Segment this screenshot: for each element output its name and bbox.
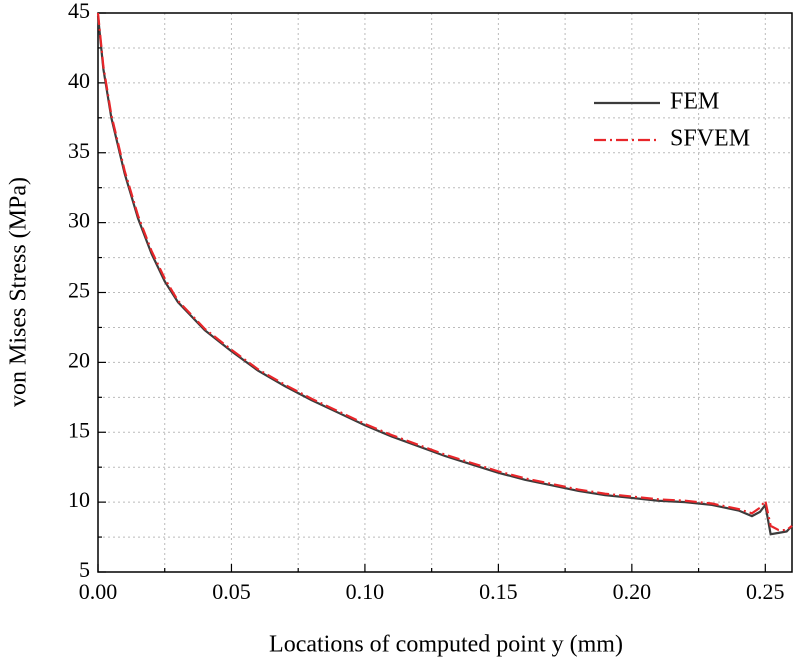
x-axis-label: Locations of computed point y (mm) (269, 632, 623, 658)
data-line (96, 15, 793, 536)
x-tick-label: 0.10 (346, 579, 385, 604)
x-tick-label: 0.25 (746, 579, 785, 604)
x-tick-label: 0.05 (212, 579, 251, 604)
y-tick-label: 5 (79, 557, 90, 582)
y-tick-label: 20 (68, 347, 90, 372)
y-tick-label: 45 (68, 0, 90, 23)
legend-label: FEM (670, 89, 719, 115)
y-tick-label: 35 (68, 138, 90, 163)
plot-frame (97, 12, 793, 573)
y-tick-label: 25 (68, 278, 90, 303)
y-tick-label: 30 (68, 208, 90, 233)
legend-label: SFVEM (670, 126, 750, 152)
data-line (96, 12, 793, 532)
x-tick-label: 0.20 (613, 579, 652, 604)
y-tick-label: 10 (68, 487, 90, 512)
y-tick-label: 15 (68, 417, 90, 442)
x-tick-label: 0.00 (79, 579, 118, 604)
y-axis-label: von Mises Stress (MPa) (6, 177, 32, 407)
y-tick-label: 40 (68, 68, 90, 93)
x-tick-label: 0.15 (479, 579, 518, 604)
